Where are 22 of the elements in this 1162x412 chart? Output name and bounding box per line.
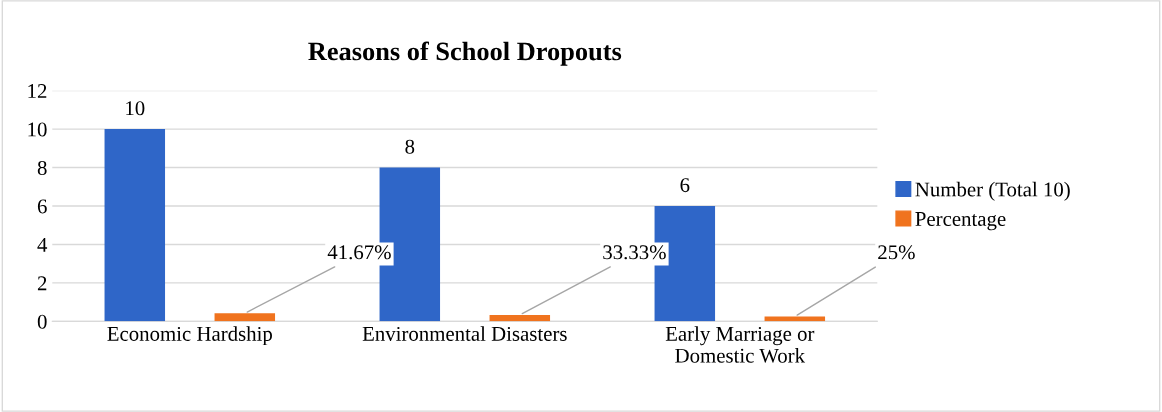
legend-label: Percentage [915,212,1006,231]
y-tick-label: 0 [37,314,47,329]
x-tick-label: Early Marriage or Domestic Work [665,326,815,363]
data-label: 6 [680,178,690,193]
x-tick-label: Economic Hardship [107,326,272,346]
x-tick-label: Environmental Disasters [362,326,567,341]
data-label: 25% [878,245,915,260]
chart-title: Reasons of School Dropouts [308,41,622,66]
legend-label: Number (Total 10) [915,181,1070,201]
y-tick-label: 4 [37,237,48,252]
y-tick-label: 12 [28,84,47,98]
y-tick-label: 8 [37,160,47,175]
data-label: 33.33% [603,245,666,260]
y-tick-label: 6 [37,199,47,214]
data-label: 10 [126,101,145,116]
y-tick-label: 10 [28,122,47,137]
bar [489,314,551,322]
data-label: 41.67% [327,245,391,260]
bar [214,313,276,322]
bar [104,129,166,322]
y-tick-label: 2 [37,276,47,291]
data-label: 8 [405,139,415,154]
